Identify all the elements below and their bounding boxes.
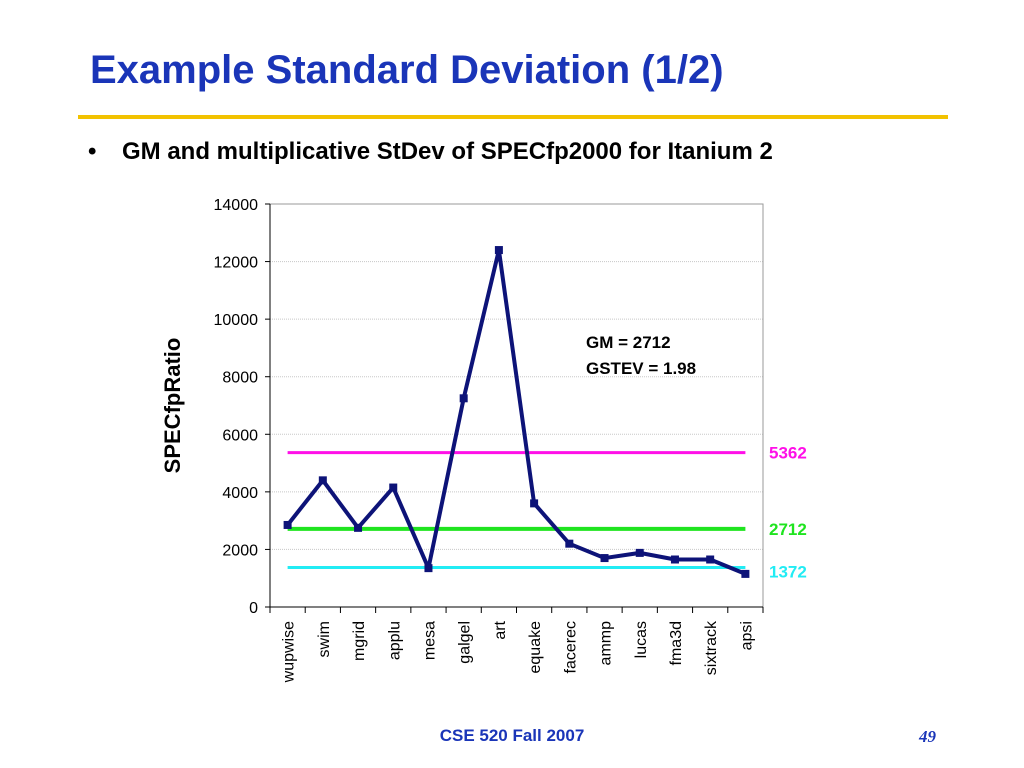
reference-label-5362: 5362 xyxy=(769,444,807,463)
page-number: 49 xyxy=(919,727,936,746)
x-tick-label: galgel xyxy=(457,621,474,664)
x-tick-label: mgrid xyxy=(351,621,368,661)
bullet-point: • GM and multiplicative StDev of SPECfp20… xyxy=(88,138,773,166)
data-point-mgrid xyxy=(354,523,363,532)
x-tick-label: lucas xyxy=(633,621,650,658)
x-tick-label: sixtrack xyxy=(703,620,720,675)
x-tick-label: art xyxy=(492,620,509,639)
x-tick-label: mesa xyxy=(421,621,438,660)
x-tick-label: equake xyxy=(527,621,544,674)
y-axis-title: SPECfpRatio xyxy=(160,338,185,474)
x-tick-label: apsi xyxy=(738,621,755,650)
reference-label-1372: 1372 xyxy=(769,563,807,582)
reference-label-2712: 2712 xyxy=(769,520,807,539)
footer-course: CSE 520 Fall 2007 xyxy=(439,726,585,745)
y-tick-label: 4000 xyxy=(222,485,258,502)
x-tick-label: swim xyxy=(316,621,333,657)
data-point-sixtrack xyxy=(706,555,715,564)
annotation-text: GSTEV = 1.98 xyxy=(586,359,696,378)
data-point-swim xyxy=(318,476,327,485)
x-tick-label: applu xyxy=(386,621,403,660)
plot-area-border xyxy=(269,203,764,608)
x-tick-label: ammp xyxy=(598,621,615,666)
y-tick-label: 0 xyxy=(249,600,258,617)
data-point-applu xyxy=(389,483,398,492)
data-point-fma3d xyxy=(670,555,679,564)
x-tick-label: wupwise xyxy=(281,621,298,683)
series-line xyxy=(286,248,747,576)
data-point-apsi xyxy=(741,569,750,578)
data-point-galgel xyxy=(459,394,468,403)
x-tick-label: facerec xyxy=(562,621,579,673)
data-point-facerec xyxy=(565,539,574,548)
data-point-equake xyxy=(530,499,539,508)
slide-title: Example Standard Deviation (1/2) xyxy=(90,48,724,92)
annotation-text: GM = 2712 xyxy=(586,333,671,352)
data-point-wupwise xyxy=(283,520,292,529)
data-point-lucas xyxy=(635,548,644,557)
x-tick-label: fma3d xyxy=(668,621,685,665)
y-tick-label: 8000 xyxy=(222,370,258,387)
bullet-text: GM and multiplicative StDev of SPECfp200… xyxy=(122,138,773,165)
data-point-mesa xyxy=(424,564,433,573)
y-tick-label: 2000 xyxy=(222,542,258,559)
y-tick-label: 12000 xyxy=(214,255,259,272)
y-tick-label: 14000 xyxy=(214,197,259,214)
y-tick-label: 10000 xyxy=(214,312,259,329)
data-point-ammp xyxy=(600,554,609,563)
bullet-symbol: • xyxy=(88,138,97,165)
title-divider xyxy=(78,115,948,119)
data-point-art xyxy=(494,246,503,255)
y-tick-label: 6000 xyxy=(222,427,258,444)
